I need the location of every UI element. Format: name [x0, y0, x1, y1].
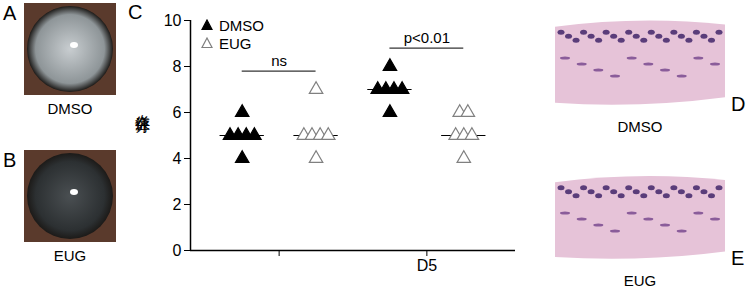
html-text:E: E: [731, 247, 745, 269]
svg-text:D5: D5: [417, 257, 438, 274]
svg-text:4: 4: [173, 150, 182, 167]
html-text:C: C: [128, 1, 143, 23]
html-text:DMSO: DMSO: [47, 100, 93, 117]
svg-text:10: 10: [164, 12, 182, 29]
html-text:EUG: EUG: [219, 34, 252, 52]
svg-text:2: 2: [173, 196, 182, 213]
html-text:DMSO: DMSO: [219, 16, 264, 34]
html-text:A: A: [3, 2, 17, 24]
html-text:DMSO: DMSO: [617, 118, 663, 135]
html-text:B: B: [3, 149, 17, 171]
svg-text:ns: ns: [271, 52, 287, 69]
html-text:D: D: [731, 93, 746, 115]
svg-text:8: 8: [173, 58, 182, 75]
html-text:EUG: EUG: [623, 272, 657, 289]
svg-text:p<0.01: p<0.01: [404, 29, 450, 46]
html-text:炎症评分: 炎症评分: [135, 103, 152, 107]
svg-text:0: 0: [173, 242, 182, 259]
html-text:EUG: EUG: [53, 247, 87, 264]
svg-text:6: 6: [173, 104, 182, 121]
